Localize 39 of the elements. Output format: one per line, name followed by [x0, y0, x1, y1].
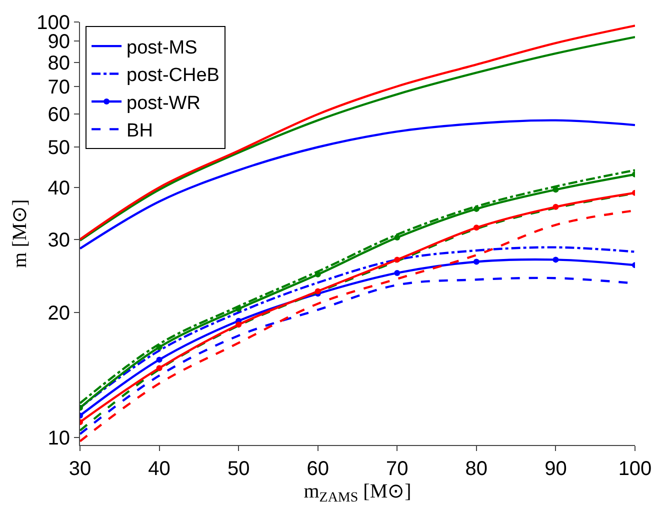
point — [394, 234, 400, 241]
point — [156, 365, 162, 372]
y-tick-label: 70 — [48, 76, 70, 98]
y-tick-label: 80 — [48, 52, 70, 74]
x-tick-label: 100 — [618, 458, 652, 480]
x-tick-label: 90 — [544, 458, 567, 480]
y-tick-label: 100 — [36, 12, 70, 34]
point — [156, 344, 162, 350]
y-tick-label: 10 — [48, 428, 70, 450]
line-series — [80, 119, 635, 250]
x-axis-title: m$_{ZAMS}$ [M⊙] — [304, 480, 412, 506]
y-tick-label: 40 — [48, 177, 70, 200]
legend-label: BH — [126, 120, 153, 142]
y-tick-label: 50 — [48, 137, 70, 160]
x-tick-label: 70 — [386, 458, 408, 480]
y-tick-label: 90 — [48, 31, 70, 54]
point — [473, 224, 480, 231]
point — [394, 256, 400, 263]
y-tick-label: 60 — [48, 104, 70, 126]
y-tick-label: 30 — [48, 229, 70, 252]
point — [314, 288, 321, 294]
x-tick-label: 30 — [68, 458, 92, 480]
x-tick-label: 50 — [227, 458, 250, 480]
x-tick-label: 40 — [148, 458, 170, 480]
y-axis-title: m [M⊙] — [9, 199, 32, 268]
point — [473, 206, 480, 212]
legend-label: post-MS — [126, 37, 198, 58]
point — [552, 256, 559, 263]
legend-label: post-WR — [126, 92, 200, 114]
x-tick-label: 60 — [306, 458, 329, 480]
point — [552, 204, 559, 210]
point — [552, 186, 559, 193]
y-tick-label: 20 — [48, 302, 70, 325]
legend-label: post-CHeB — [126, 65, 220, 86]
point — [236, 322, 242, 328]
x-tick-label: 80 — [465, 458, 488, 480]
point — [156, 356, 162, 363]
point — [394, 270, 400, 276]
point — [473, 258, 480, 265]
